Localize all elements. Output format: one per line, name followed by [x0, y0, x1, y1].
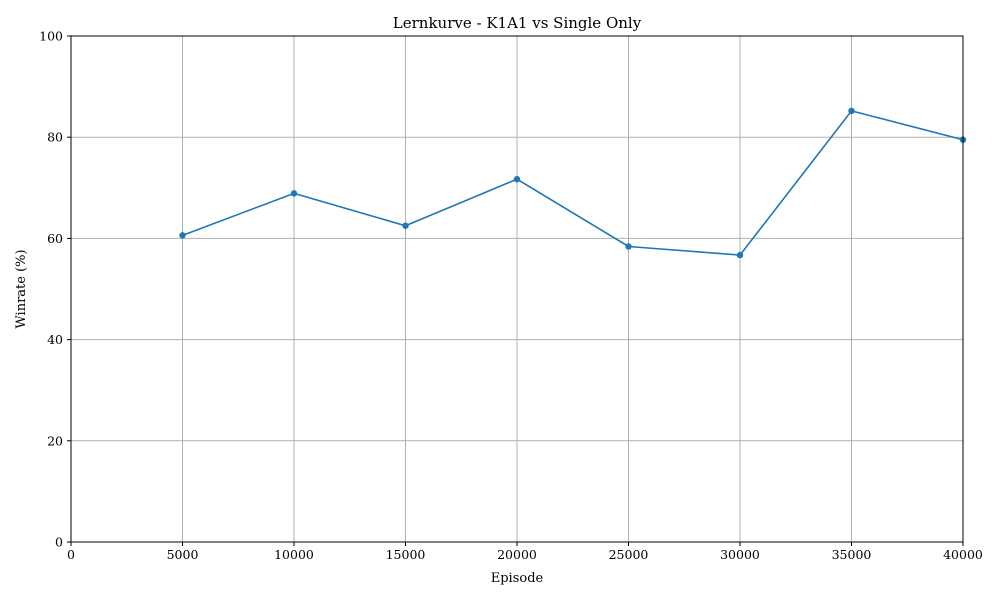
x-tick-label: 20000 — [497, 547, 537, 562]
data-point — [290, 190, 298, 197]
x-tick-label: 0 — [67, 547, 75, 562]
y-tick-label: 100 — [39, 29, 63, 44]
y-tick-label: 80 — [47, 130, 63, 145]
x-tick-label: 25000 — [609, 547, 649, 562]
x-tick-label: 15000 — [386, 547, 426, 562]
y-tick-label: 60 — [47, 231, 63, 246]
x-axis-ticks: 0 5000 10000 15000 20000 25000 30000 35000 40000 — [67, 542, 983, 562]
data-point — [402, 222, 409, 229]
series-layer — [179, 107, 967, 259]
y-tick-label: 40 — [47, 332, 63, 347]
data-point — [513, 175, 521, 183]
data-point — [625, 243, 632, 250]
x-tick-label: 35000 — [832, 547, 872, 562]
grid-lines — [70, 35, 964, 543]
chart-title: Lernkurve - K1A1 vs Single Only — [393, 14, 642, 32]
x-tick-label: 10000 — [274, 547, 314, 562]
series-line — [182, 109, 964, 256]
x-tick-label: 30000 — [720, 547, 760, 562]
data-point — [179, 232, 186, 239]
y-axis-label: Winrate (%) — [14, 249, 29, 328]
y-tick-label: 20 — [47, 433, 63, 448]
x-tick-label: 40000 — [943, 547, 983, 562]
y-tick-label: 0 — [55, 535, 63, 550]
data-point — [848, 107, 855, 115]
x-axis-label: Episode — [491, 571, 544, 586]
y-axis-ticks: 0 20 40 60 80 100 — [39, 29, 71, 550]
x-tick-label: 5000 — [167, 547, 199, 562]
data-point — [736, 251, 744, 259]
